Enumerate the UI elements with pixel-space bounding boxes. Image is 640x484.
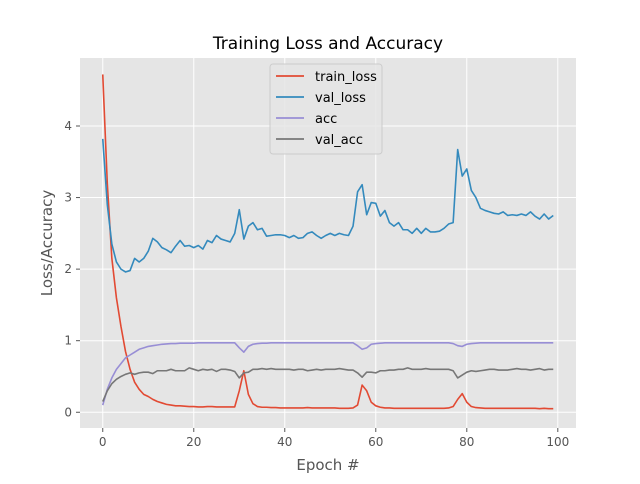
- x-tick-label: 100: [546, 435, 569, 449]
- series-line-train-loss: [101, 74, 554, 410]
- x-tick-label: 20: [186, 435, 201, 449]
- series-line-val-loss: [101, 138, 554, 273]
- series-line-val-acc: [102, 367, 554, 402]
- series-lines: [101, 74, 554, 410]
- legend-label-val-loss: val_loss: [315, 91, 366, 106]
- x-tick-label: 40: [277, 435, 292, 449]
- series-line-acc: [101, 342, 554, 406]
- legend-box: [269, 63, 383, 155]
- x-tick-label: 80: [459, 435, 474, 449]
- y-tick-label: 4: [64, 119, 72, 133]
- y-tick-label: 1: [64, 334, 72, 348]
- axes: 0 20 40 60 80 100 0 1 2 3 4: [64, 119, 569, 449]
- x-tick-label: 60: [368, 435, 383, 449]
- legend-label-val-acc: val_acc: [315, 133, 363, 148]
- y-axis-label: Loss/Accuracy: [38, 190, 56, 297]
- y-tick-label: 2: [64, 262, 72, 276]
- x-axis-label: Epoch #: [296, 456, 359, 474]
- y-tick-label: 3: [64, 191, 72, 205]
- x-tick-label: 0: [99, 435, 107, 449]
- legend-label-train-loss: train_loss: [315, 70, 377, 85]
- chart-title: Training Loss and Accuracy: [212, 34, 443, 54]
- y-tick-label: 0: [64, 405, 72, 419]
- legend-label-acc: acc: [315, 112, 337, 127]
